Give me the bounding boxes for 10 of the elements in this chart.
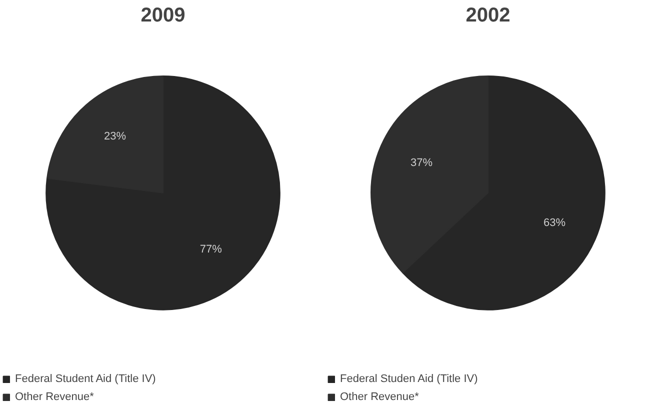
data-label: 63% [544,216,566,229]
legend-label: Other Revenue* [340,391,419,403]
data-label: 77% [200,243,222,256]
data-label: 37% [410,157,433,170]
legend-label: Federal Student Aid (Title IV) [15,373,156,385]
chart-title: 2009 [140,4,186,26]
legend-label: Federal Studen Aid (Title IV) [340,373,478,385]
legend-label: Other Revenue* [15,391,94,403]
chart-title: 2002 [466,4,510,26]
data-label: 23% [104,130,126,142]
